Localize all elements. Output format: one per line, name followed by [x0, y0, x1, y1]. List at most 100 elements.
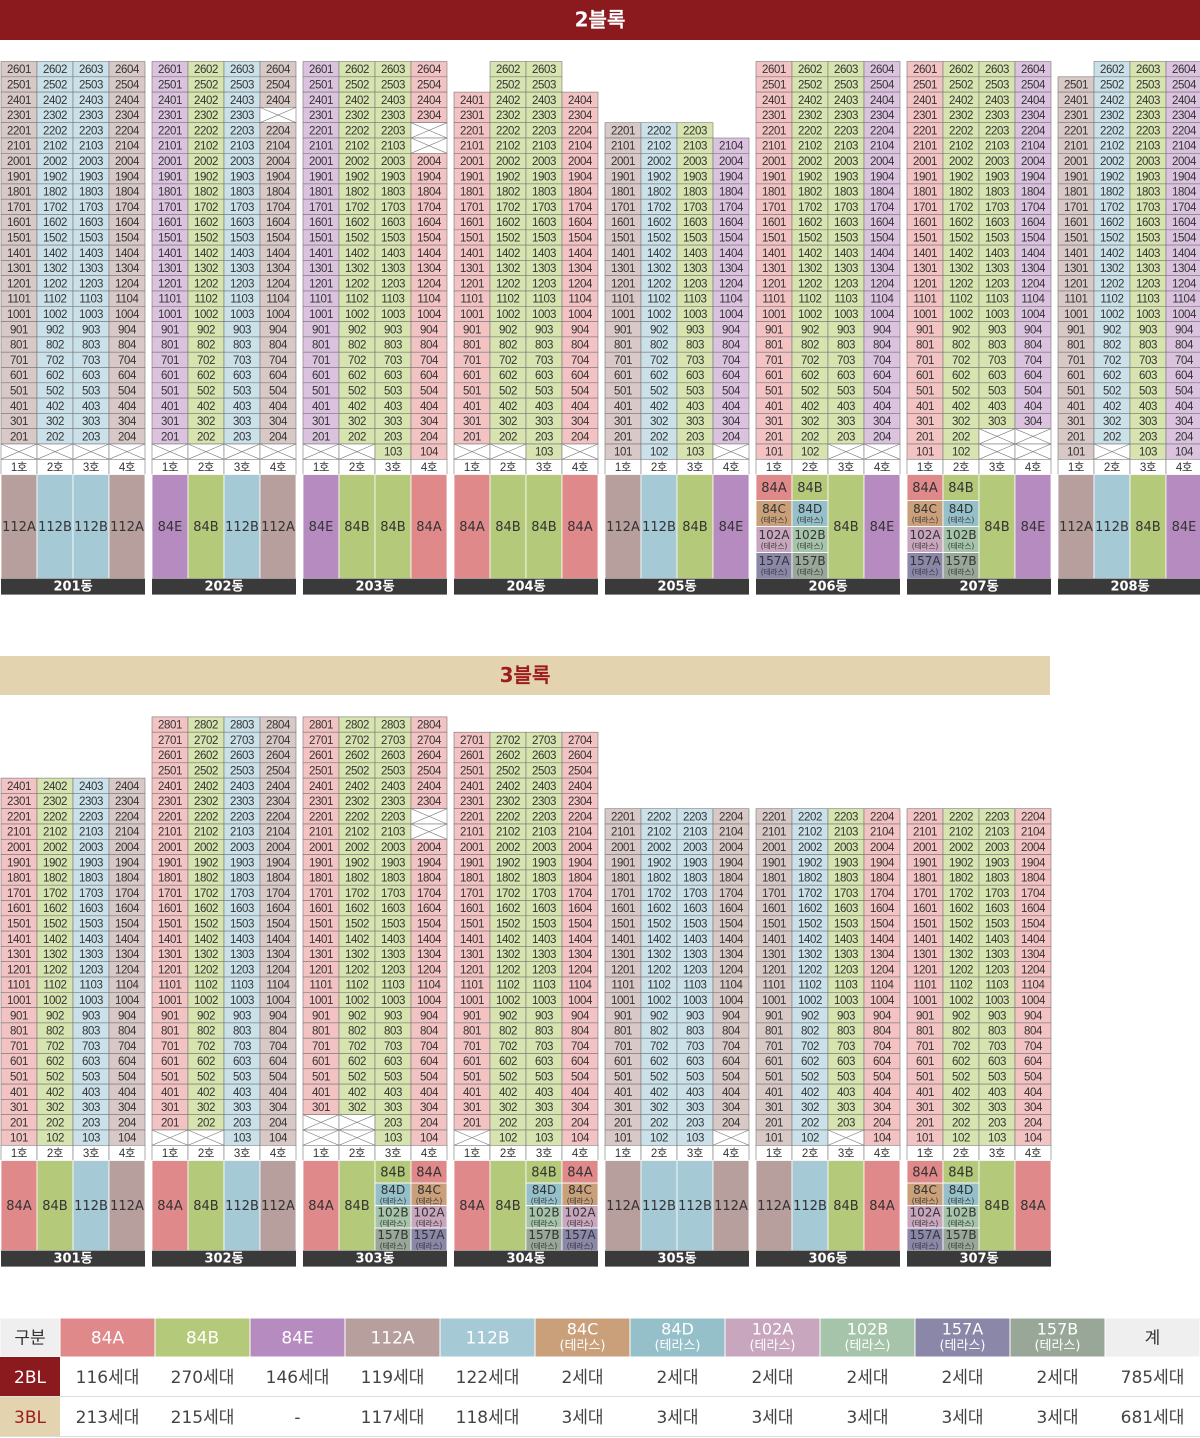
unit-number: 2404 — [115, 95, 140, 107]
unit-number: 901 — [1067, 324, 1085, 336]
building-bar — [756, 578, 900, 595]
unit-number: 1604 — [568, 217, 593, 229]
unit-number: 2502 — [194, 765, 218, 777]
unit-number: 504 — [722, 385, 741, 397]
unit-number: 402 — [650, 401, 668, 413]
unit-number: 1001 — [762, 309, 786, 321]
unit-number: 1102 — [43, 980, 66, 992]
unit-number: 1302 — [949, 949, 973, 961]
unit-number: 1504 — [266, 918, 291, 930]
line-label: 2호 — [953, 461, 969, 474]
unit-number: 602 — [801, 370, 819, 382]
unit-number: 2603 — [381, 64, 405, 76]
unit-number: 1404 — [417, 934, 442, 946]
unit-number: 101 — [614, 1133, 632, 1145]
unit-number: 2603 — [79, 64, 103, 76]
unit-number: 702 — [348, 355, 366, 367]
unit-number: 2103 — [381, 827, 405, 839]
unit-number: 2301 — [1064, 110, 1088, 122]
unit-number: 304 — [1024, 416, 1043, 428]
unit-number: 2004 — [115, 156, 140, 168]
type-sub: (테라스) — [380, 1196, 407, 1205]
unit-number: 404 — [269, 401, 288, 413]
unit-number: 204 — [1024, 1117, 1043, 1129]
unit-number: 1704 — [1021, 888, 1046, 900]
unit-number: 903 — [686, 324, 704, 336]
empty-cross — [827, 443, 865, 460]
unit-number: 802 — [46, 1026, 64, 1038]
unit-number: 202 — [499, 431, 517, 443]
unit-number: 1604 — [266, 903, 291, 915]
unit-number: 1902 — [194, 857, 218, 869]
unit-number: 604 — [118, 1056, 137, 1068]
type-sub: (테라스) — [912, 542, 939, 551]
unit-number: 1201 — [309, 278, 333, 290]
unit-number: 802 — [46, 340, 64, 352]
unit-number: 702 — [1103, 355, 1121, 367]
unit-number: 2304 — [568, 796, 593, 808]
unit-number: 2102 — [345, 141, 369, 153]
unit-number: 2401 — [762, 95, 786, 107]
unit-number: 1301 — [611, 949, 635, 961]
unit-number: 1801 — [309, 187, 333, 199]
unit-number: 2102 — [345, 827, 369, 839]
unit-number: 2404 — [870, 95, 895, 107]
unit-number: 1004 — [719, 309, 744, 321]
empty-cross — [1014, 443, 1052, 460]
type-sub: (테라스) — [531, 1196, 558, 1205]
unit-number: 2503 — [985, 79, 1009, 91]
unit-number: 1802 — [798, 873, 822, 885]
unit-number: 1802 — [345, 187, 369, 199]
unit-number: 2401 — [309, 781, 333, 793]
type-sub: (테라스) — [567, 1196, 594, 1205]
type-sub: (테라스) — [797, 542, 824, 551]
type-label: 112A — [606, 520, 640, 535]
type-label: 112B — [74, 1199, 108, 1214]
unit-number: 1202 — [194, 964, 218, 976]
unit-number: 1404 — [870, 934, 895, 946]
unit-number: 1503 — [230, 918, 254, 930]
building-name: 306동 — [808, 1252, 847, 1267]
unit-number: 1304 — [115, 949, 140, 961]
unit-number: 301 — [614, 416, 632, 428]
type-label: 84C — [913, 1183, 937, 1197]
unit-number: 604 — [420, 370, 439, 382]
unit-number: 103 — [82, 1133, 100, 1145]
type-sub: (테라스) — [797, 568, 824, 577]
type-box — [1093, 474, 1131, 580]
unit-number: 1402 — [194, 934, 218, 946]
building-name: 303동 — [355, 1252, 394, 1267]
unit-number: 1903 — [230, 171, 254, 183]
unit-number: 2701 — [309, 735, 333, 747]
unit-number: 1704 — [417, 202, 442, 214]
unit-number: 1304 — [115, 263, 140, 275]
unit-number: 2503 — [532, 79, 556, 91]
unit-number: 1601 — [7, 217, 31, 229]
unit-number: 1901 — [611, 171, 635, 183]
unit-number: 1203 — [683, 964, 707, 976]
unit-number: 501 — [312, 385, 330, 397]
unit-number: 703 — [233, 1041, 251, 1053]
unit-number: 2202 — [345, 811, 369, 823]
unit-number: 901 — [161, 324, 179, 336]
unit-number: 1902 — [345, 171, 369, 183]
unit-number: 2101 — [762, 827, 786, 839]
line-label: 4호 — [572, 461, 588, 474]
unit-number: 1601 — [309, 903, 333, 915]
unit-number: 2303 — [79, 110, 103, 122]
unit-number: 904 — [1024, 324, 1043, 336]
unit-number: 1702 — [496, 888, 520, 900]
unit-number: 2304 — [1172, 110, 1197, 122]
unit-number: 1201 — [1064, 278, 1088, 290]
unit-number: 1503 — [79, 918, 103, 930]
type-sub: (테라스) — [948, 568, 975, 577]
unit-number: 2003 — [381, 842, 405, 854]
line-label: 2호 — [500, 1147, 516, 1160]
unit-number: 201 — [10, 1117, 28, 1129]
unit-number: 2001 — [1064, 156, 1088, 168]
unit-number: 1502 — [194, 918, 218, 930]
unit-number: 403 — [837, 401, 855, 413]
unit-number: 802 — [801, 340, 819, 352]
unit-number: 1804 — [115, 187, 140, 199]
